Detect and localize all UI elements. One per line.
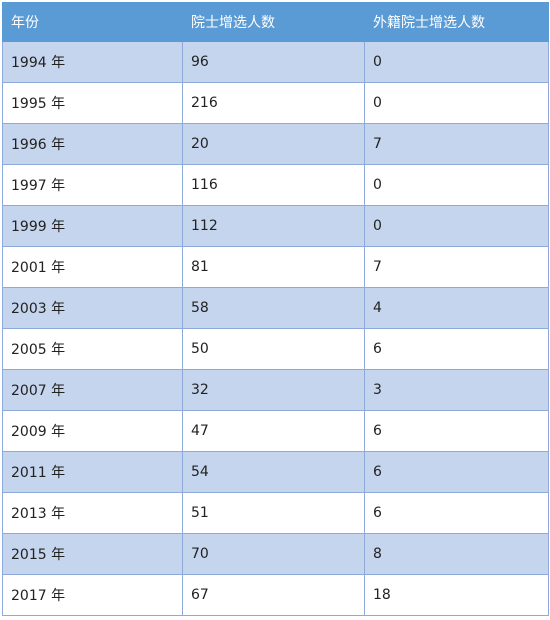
cell-academicians-elected: 116 xyxy=(182,164,365,206)
cell-year: 2007 年 xyxy=(2,369,183,411)
cell-academicians-elected: 216 xyxy=(182,82,365,124)
cell-foreign-academicians-elected: 0 xyxy=(364,82,549,124)
cell-academicians-elected: 81 xyxy=(182,246,365,288)
header-foreign-academicians-elected: 外籍院士增选人数 xyxy=(364,2,549,42)
header-year: 年份 xyxy=(2,2,183,42)
table-row: 2013 年 51 6 xyxy=(2,492,549,534)
cell-year: 2005 年 xyxy=(2,328,183,370)
cell-academicians-elected: 67 xyxy=(182,574,365,616)
table-row: 2017 年 67 18 xyxy=(2,574,549,616)
cell-year: 1995 年 xyxy=(2,82,183,124)
cell-foreign-academicians-elected: 6 xyxy=(364,328,549,370)
table-row: 1997 年 116 0 xyxy=(2,164,549,206)
cell-academicians-elected: 58 xyxy=(182,287,365,329)
cell-foreign-academicians-elected: 4 xyxy=(364,287,549,329)
table-row: 1999 年 112 0 xyxy=(2,205,549,247)
cell-foreign-academicians-elected: 7 xyxy=(364,246,549,288)
cell-foreign-academicians-elected: 6 xyxy=(364,492,549,534)
cell-foreign-academicians-elected: 0 xyxy=(364,41,549,83)
cell-year: 1997 年 xyxy=(2,164,183,206)
cell-academicians-elected: 50 xyxy=(182,328,365,370)
cell-year: 1994 年 xyxy=(2,41,183,83)
table-row: 2011 年 54 6 xyxy=(2,451,549,493)
cell-foreign-academicians-elected: 6 xyxy=(364,410,549,452)
table-row: 1996 年 20 7 xyxy=(2,123,549,165)
cell-foreign-academicians-elected: 0 xyxy=(364,205,549,247)
cell-foreign-academicians-elected: 18 xyxy=(364,574,549,616)
cell-year: 2011 年 xyxy=(2,451,183,493)
table-row: 2001 年 81 7 xyxy=(2,246,549,288)
cell-foreign-academicians-elected: 3 xyxy=(364,369,549,411)
cell-year: 1999 年 xyxy=(2,205,183,247)
table-row: 1994 年 96 0 xyxy=(2,41,549,83)
table-body: 1994 年 96 0 1995 年 216 0 1996 年 20 7 1997 年 116 0 19… xyxy=(2,41,549,616)
cell-year: 2015 年 xyxy=(2,533,183,575)
cell-academicians-elected: 112 xyxy=(182,205,365,247)
table-row: 2005 年 50 6 xyxy=(2,328,549,370)
table-row: 2009 年 47 6 xyxy=(2,410,549,452)
cell-foreign-academicians-elected: 8 xyxy=(364,533,549,575)
cell-year: 2009 年 xyxy=(2,410,183,452)
cell-year: 2003 年 xyxy=(2,287,183,329)
header-academicians-elected: 院士增选人数 xyxy=(182,2,365,42)
table-row: 2003 年 58 4 xyxy=(2,287,549,329)
table-row: 2015 年 70 8 xyxy=(2,533,549,575)
table-header: 年份 院士增选人数 外籍院士增选人数 xyxy=(2,2,549,42)
header-row: 年份 院士增选人数 外籍院士增选人数 xyxy=(2,2,549,42)
cell-academicians-elected: 20 xyxy=(182,123,365,165)
cell-foreign-academicians-elected: 0 xyxy=(364,164,549,206)
cell-academicians-elected: 54 xyxy=(182,451,365,493)
cell-year: 2001 年 xyxy=(2,246,183,288)
cell-academicians-elected: 32 xyxy=(182,369,365,411)
cell-academicians-elected: 51 xyxy=(182,492,365,534)
table-row: 1995 年 216 0 xyxy=(2,82,549,124)
cell-year: 2017 年 xyxy=(2,574,183,616)
cell-academicians-elected: 47 xyxy=(182,410,365,452)
table-row: 2007 年 32 3 xyxy=(2,369,549,411)
cell-year: 2013 年 xyxy=(2,492,183,534)
cell-academicians-elected: 96 xyxy=(182,41,365,83)
cell-year: 1996 年 xyxy=(2,123,183,165)
cell-foreign-academicians-elected: 7 xyxy=(364,123,549,165)
cell-foreign-academicians-elected: 6 xyxy=(364,451,549,493)
cell-academicians-elected: 70 xyxy=(182,533,365,575)
